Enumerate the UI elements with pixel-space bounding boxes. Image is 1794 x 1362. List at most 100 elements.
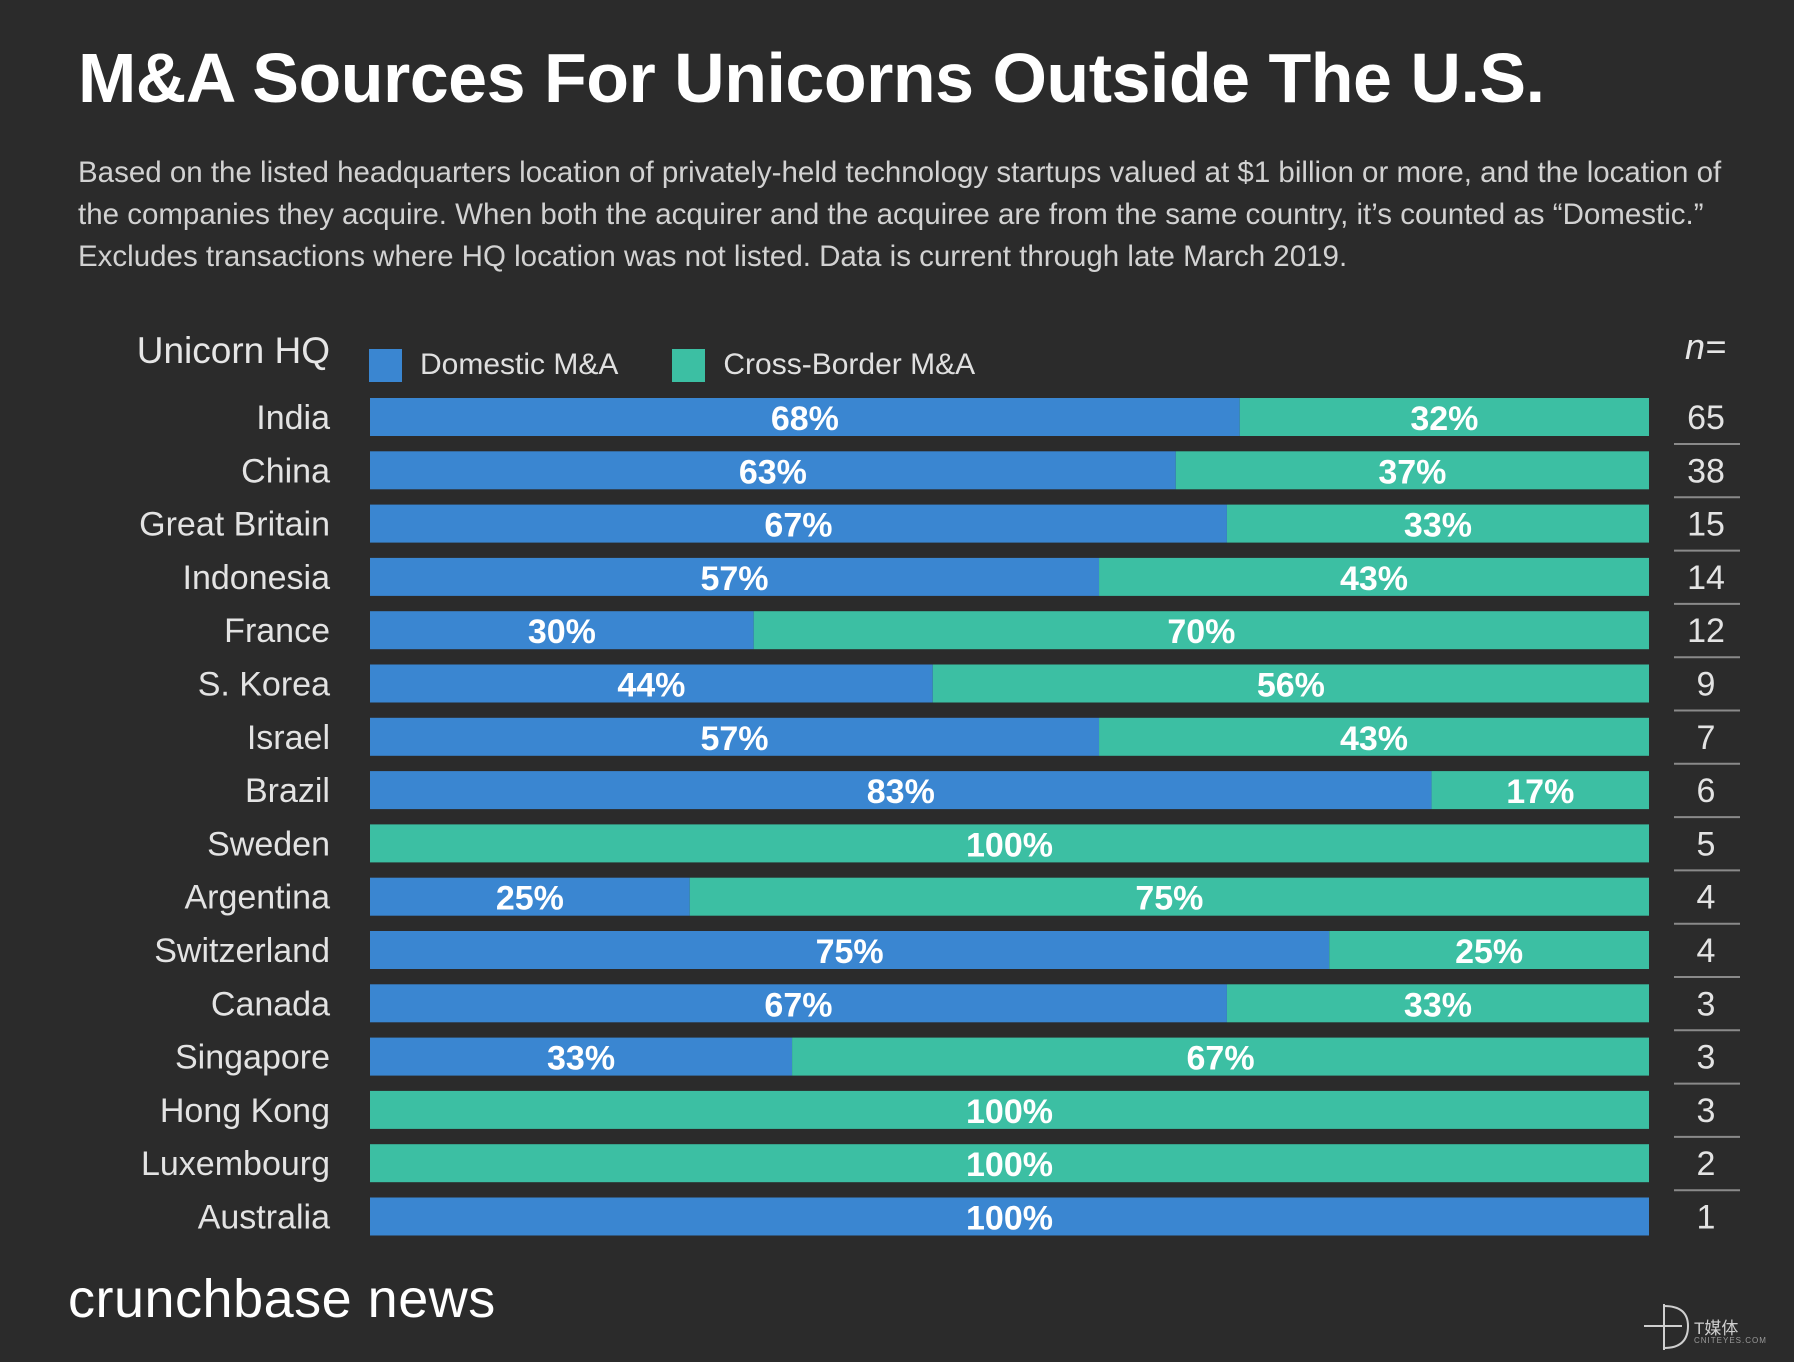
data-label-cross-border-canada: 33% (1404, 986, 1472, 1024)
watermark-logo-icon (1644, 1304, 1690, 1350)
n-value-switzerland: 4 (1697, 932, 1716, 970)
bar-cross-border-israel (1099, 717, 1649, 756)
data-label-domestic-canada: 67% (764, 986, 832, 1024)
data-label-domestic-australia: 100% (966, 1200, 1053, 1238)
row-label-s-korea: S. Korea (198, 666, 330, 704)
bar-domestic-switzerland (370, 931, 1330, 969)
bar-domestic-brazil (370, 771, 1432, 810)
bar-cross-border-brazil (1431, 771, 1649, 810)
data-label-domestic-switzerland: 75% (816, 933, 884, 971)
n-value-indonesia: 14 (1687, 559, 1725, 597)
n-value-china: 38 (1687, 452, 1725, 490)
data-label-domestic-brazil: 83% (867, 773, 935, 811)
n-value-hong-kong: 3 (1697, 1092, 1716, 1130)
data-label-cross-border-brazil: 17% (1506, 773, 1574, 811)
legend-item-cross-border: Cross-Border M&A (672, 348, 975, 382)
bar-domestic-india (370, 398, 1240, 436)
bar-domestic-china (370, 451, 1176, 490)
bar-cross-border-luxembourg (370, 1144, 1649, 1183)
bar-domestic-australia (370, 1197, 1649, 1236)
bar-domestic-indonesia (370, 557, 1100, 596)
data-label-cross-border-argentina: 75% (1135, 880, 1203, 918)
data-label-domestic-singapore: 33% (547, 1040, 615, 1078)
row-label-france: France (224, 612, 330, 650)
n-column-header: n= (1685, 326, 1727, 367)
n-value-brazil: 6 (1697, 772, 1716, 810)
row-label-switzerland: Switzerland (154, 932, 330, 970)
n-value-canada: 3 (1697, 985, 1716, 1023)
data-label-cross-border-india: 32% (1410, 400, 1478, 438)
row-label-singapore: Singapore (175, 1039, 330, 1077)
data-label-cross-border-indonesia: 43% (1340, 560, 1408, 598)
row-label-india: India (256, 399, 330, 437)
legend-swatch-cross-border (672, 348, 706, 382)
chart-subtitle: Based on the listed headquarters locatio… (78, 156, 1722, 273)
data-label-cross-border-great-britain: 33% (1404, 507, 1472, 545)
row-label-canada: Canada (211, 985, 330, 1023)
row-label-luxembourg: Luxembourg (141, 1145, 330, 1183)
crunchbase-news-logo: crunchbase news (68, 1269, 496, 1329)
bar-cross-border-argentina (689, 877, 1649, 916)
data-label-cross-border-sweden: 100% (966, 826, 1053, 864)
row-label-brazil: Brazil (245, 772, 330, 810)
chart-title: M&A Sources For Unicorns Outside The U.S… (78, 39, 1545, 117)
row-label-china: China (241, 452, 330, 490)
data-label-cross-border-luxembourg: 100% (966, 1146, 1053, 1184)
bar-cross-border-hong-kong (370, 1090, 1649, 1129)
bar-domestic-france (370, 611, 754, 650)
row-label-indonesia: Indonesia (183, 559, 331, 597)
n-value-sweden: 5 (1697, 825, 1716, 863)
bar-domestic-israel (370, 717, 1100, 756)
row-label-argentina: Argentina (184, 879, 330, 917)
data-label-domestic-s-korea: 44% (617, 667, 685, 705)
data-label-cross-border-china: 37% (1378, 453, 1446, 491)
data-label-domestic-france: 30% (528, 613, 596, 651)
bar-cross-border-great-britain (1226, 504, 1649, 543)
data-label-cross-border-s-korea: 56% (1257, 667, 1325, 705)
n-value-great-britain: 15 (1687, 506, 1725, 544)
n-value-argentina: 4 (1697, 879, 1716, 917)
n-value-luxembourg: 2 (1697, 1145, 1716, 1183)
data-label-domestic-indonesia: 57% (700, 560, 768, 598)
bar-cross-border-china (1175, 451, 1649, 490)
watermark: T媒体 CNITEYES.COM (1642, 1300, 1782, 1352)
watermark-subtext: CNITEYES.COM (1694, 1336, 1767, 1345)
n-value-s-korea: 9 (1697, 666, 1716, 704)
bar-cross-border-indonesia (1099, 557, 1649, 596)
bar-domestic-great-britain (370, 504, 1227, 543)
bar-cross-border-sweden (370, 824, 1649, 863)
row-header-label: Unicorn HQ (136, 330, 330, 371)
bar-domestic-canada (370, 984, 1227, 1023)
data-label-cross-border-israel: 43% (1340, 720, 1408, 758)
legend-item-domestic: Domestic M&A (369, 348, 618, 382)
data-label-domestic-argentina: 25% (496, 880, 564, 918)
row-label-sweden: Sweden (207, 825, 330, 863)
watermark-text: T媒体 (1694, 1319, 1739, 1338)
bar-cross-border-s-korea (932, 664, 1649, 703)
row-label-hong-kong: Hong Kong (160, 1092, 330, 1130)
data-label-domestic-india: 68% (771, 400, 839, 438)
bar-cross-border-france (753, 611, 1649, 650)
bar-cross-border-india (1239, 398, 1649, 436)
row-label-great-britain: Great Britain (139, 506, 330, 544)
bar-domestic-argentina (370, 877, 690, 916)
data-label-domestic-great-britain: 67% (764, 507, 832, 545)
row-label-australia: Australia (198, 1199, 330, 1237)
data-label-cross-border-hong-kong: 100% (966, 1093, 1053, 1131)
n-value-france: 12 (1687, 612, 1725, 650)
data-label-cross-border-france: 70% (1167, 613, 1235, 651)
bar-cross-border-singapore (792, 1037, 1649, 1076)
bar-domestic-singapore (370, 1037, 793, 1076)
data-label-domestic-israel: 57% (700, 720, 768, 758)
bar-cross-border-switzerland (1329, 931, 1649, 969)
legend-swatch-domestic (369, 348, 402, 382)
legend-label-domestic: Domestic M&A (420, 348, 619, 381)
n-value-australia: 1 (1697, 1199, 1716, 1237)
row-label-israel: Israel (247, 719, 330, 757)
n-value-israel: 7 (1697, 719, 1716, 757)
bar-cross-border-canada (1226, 984, 1649, 1023)
n-value-india: 65 (1687, 399, 1725, 437)
n-value-singapore: 3 (1697, 1039, 1716, 1077)
data-label-cross-border-singapore: 67% (1187, 1040, 1255, 1078)
